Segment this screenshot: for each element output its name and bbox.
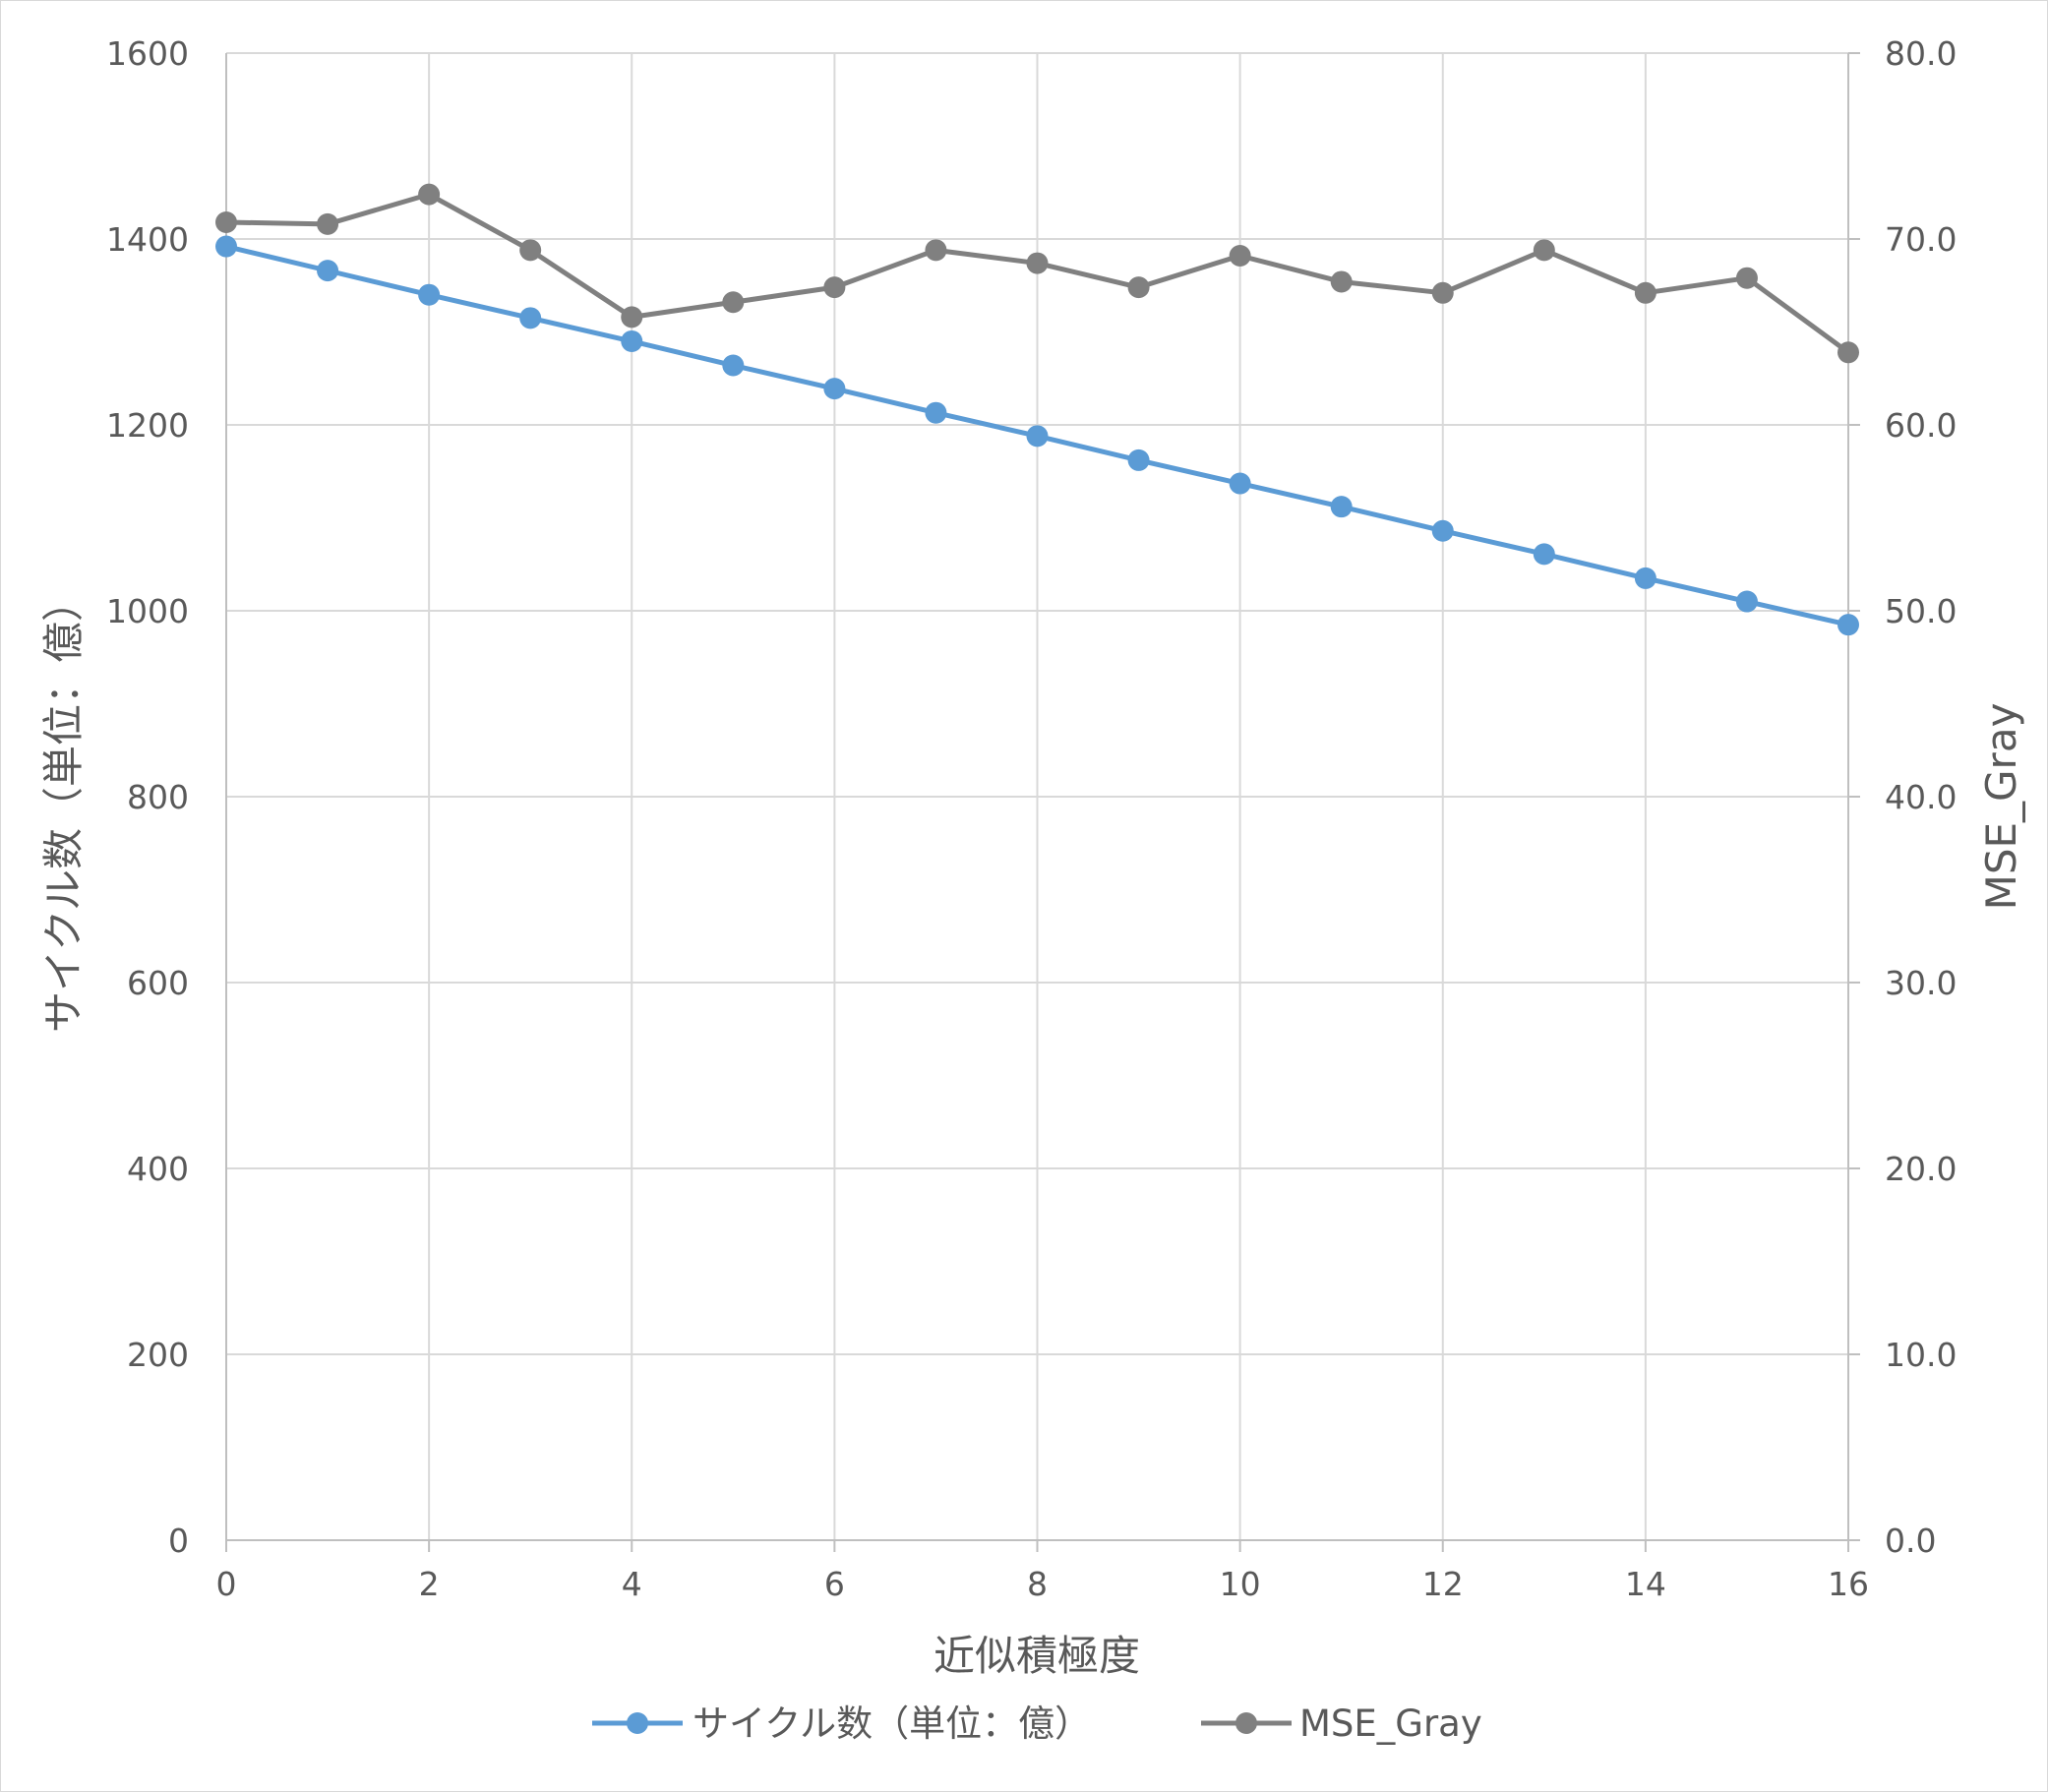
data-point [925, 239, 947, 262]
series-1 [215, 183, 1859, 364]
y-right-tick-label: 10.0 [1885, 1336, 1957, 1374]
data-point [621, 329, 643, 352]
x-tick-label: 12 [1422, 1565, 1464, 1603]
y-right-tick-label: 30.0 [1885, 964, 1957, 1002]
y-left-tick-label: 1000 [106, 592, 189, 630]
data-point [1229, 472, 1251, 495]
x-tick-label: 0 [216, 1565, 237, 1603]
data-point [317, 212, 339, 235]
data-point [621, 306, 643, 329]
y-left-tick-label: 1200 [106, 406, 189, 445]
x-tick-label: 4 [622, 1565, 642, 1603]
data-point [722, 291, 745, 314]
data-point [1634, 281, 1656, 304]
data-point [1026, 425, 1049, 448]
data-point [1634, 567, 1656, 589]
y-right-tick-label: 60.0 [1885, 406, 1957, 445]
y-axis-title-left: サイクル数（単位：億） [39, 580, 88, 1033]
x-tick-label: 2 [419, 1565, 440, 1603]
axes [225, 52, 1860, 1552]
y-right-tick-label: 80.0 [1885, 34, 1957, 73]
grid-lines [226, 52, 1848, 1540]
x-axis-title: 近似積極度 [934, 1632, 1140, 1680]
data-point [215, 235, 237, 258]
data-point [1735, 590, 1758, 613]
x-tick-label: 10 [1220, 1565, 1261, 1603]
data-point [1735, 267, 1758, 289]
data-point [1330, 496, 1353, 518]
y-right-tick-label: 0.0 [1885, 1522, 1936, 1560]
legend-label-mse: MSE_Gray [1299, 1702, 1482, 1745]
data-point [1533, 543, 1555, 566]
y-left-tick-label: 400 [127, 1150, 189, 1188]
data-point [1431, 519, 1454, 542]
data-point [1533, 239, 1555, 262]
data-point [215, 210, 237, 233]
y-axis-title-right: MSE_Gray [1977, 703, 2025, 911]
data-point [1431, 281, 1454, 304]
data-point [519, 239, 542, 262]
y-left-tick-label: 800 [127, 778, 189, 816]
y-left-tick-label: 0 [168, 1522, 189, 1560]
y-left-tick-label: 1400 [106, 220, 189, 259]
data-point [418, 183, 441, 206]
data-point [1127, 276, 1150, 299]
series [215, 183, 1859, 636]
x-tick-label: 6 [824, 1565, 845, 1603]
data-point [925, 401, 947, 424]
legend-marker-mse [1235, 1712, 1257, 1734]
legend: サイクル数（単位：億） MSE_Gray [592, 1702, 1482, 1745]
data-point [317, 260, 339, 282]
data-point [1026, 252, 1049, 274]
data-point [1837, 341, 1859, 364]
data-point [1229, 245, 1251, 268]
y-right-tick-label: 40.0 [1885, 778, 1957, 816]
series-0 [215, 235, 1859, 636]
x-tick-label: 14 [1625, 1565, 1666, 1603]
y-left-tick-label: 200 [127, 1336, 189, 1374]
data-point [1330, 270, 1353, 293]
data-point [519, 307, 542, 329]
legend-marker-cycles [627, 1712, 648, 1734]
data-point [722, 354, 745, 377]
legend-label-cycles: サイクル数（単位：億） [693, 1702, 1091, 1745]
data-point [823, 276, 846, 299]
x-tick-label: 16 [1828, 1565, 1869, 1603]
y-right-tick-label: 20.0 [1885, 1150, 1957, 1188]
y-left-tick-label: 600 [127, 964, 189, 1002]
data-point [823, 378, 846, 400]
data-point [418, 283, 441, 306]
x-tick-label: 8 [1027, 1565, 1048, 1603]
data-point [1837, 614, 1859, 636]
y-left-tick-label: 1600 [106, 34, 189, 73]
tick-labels: 0 0.0 200 10.0 400 20.0 600 30.0 800 40.0 1000 50.0… [106, 34, 1957, 1603]
data-point [1127, 448, 1150, 471]
y-right-tick-label: 70.0 [1885, 220, 1957, 259]
y-right-tick-label: 50.0 [1885, 592, 1957, 630]
